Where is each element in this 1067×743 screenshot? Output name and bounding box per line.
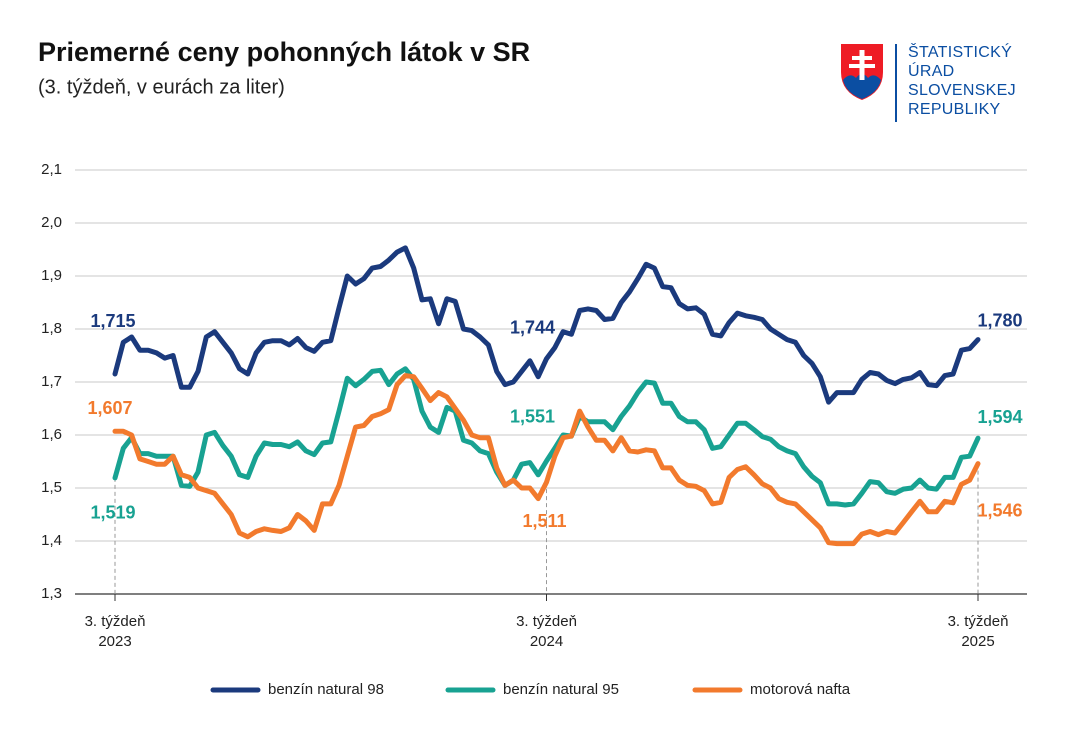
y-tick-label: 1,4 [41,532,62,549]
data-label: 1,519 [90,503,135,523]
logo-emblem [841,44,897,122]
data-label: 1,715 [90,311,135,331]
logo-text: ÚRAD [908,61,955,80]
series-line [112,366,981,508]
logo-text: REPUBLIKY [908,101,1001,118]
legend-label: benzín natural 98 [268,681,384,698]
y-tick-label: 2,1 [41,161,62,178]
y-tick-label: 1,9 [41,267,62,284]
series-line [112,245,981,405]
y-tick-label: 1,8 [41,320,62,337]
legend-label: motorová nafta [750,681,851,698]
series-line [112,373,981,547]
data-label: 1,780 [977,310,1022,330]
x-tick-label: 3. týždeň 2025 [947,613,1009,650]
logo-text: SLOVENSKEJ [908,82,1016,99]
y-tick-label: 1,3 [41,585,62,602]
x-tick-label: 3. týždeň 2023 [84,613,146,650]
y-tick-label: 1,5 [41,479,62,496]
data-label: 1,546 [977,500,1022,520]
chart-title: Priemerné ceny pohonných látok v SR [38,37,530,67]
logo-text: ŠTATISTICKÝ [908,42,1012,61]
y-tick-label: 1,7 [41,373,62,390]
y-tick-label: 1,6 [41,426,62,443]
legend-label: benzín natural 95 [503,681,619,698]
chart-subtitle: (3. týždeň, v eurách za liter) [38,76,285,98]
x-tick-label: 3. týždeň 2024 [516,613,577,650]
data-label: 1,594 [977,407,1022,427]
data-label: 1,511 [522,511,566,531]
data-label: 1,744 [510,317,555,337]
data-label: 1,551 [510,407,555,427]
y-tick-label: 2,0 [41,214,62,231]
data-label: 1,607 [87,398,132,418]
